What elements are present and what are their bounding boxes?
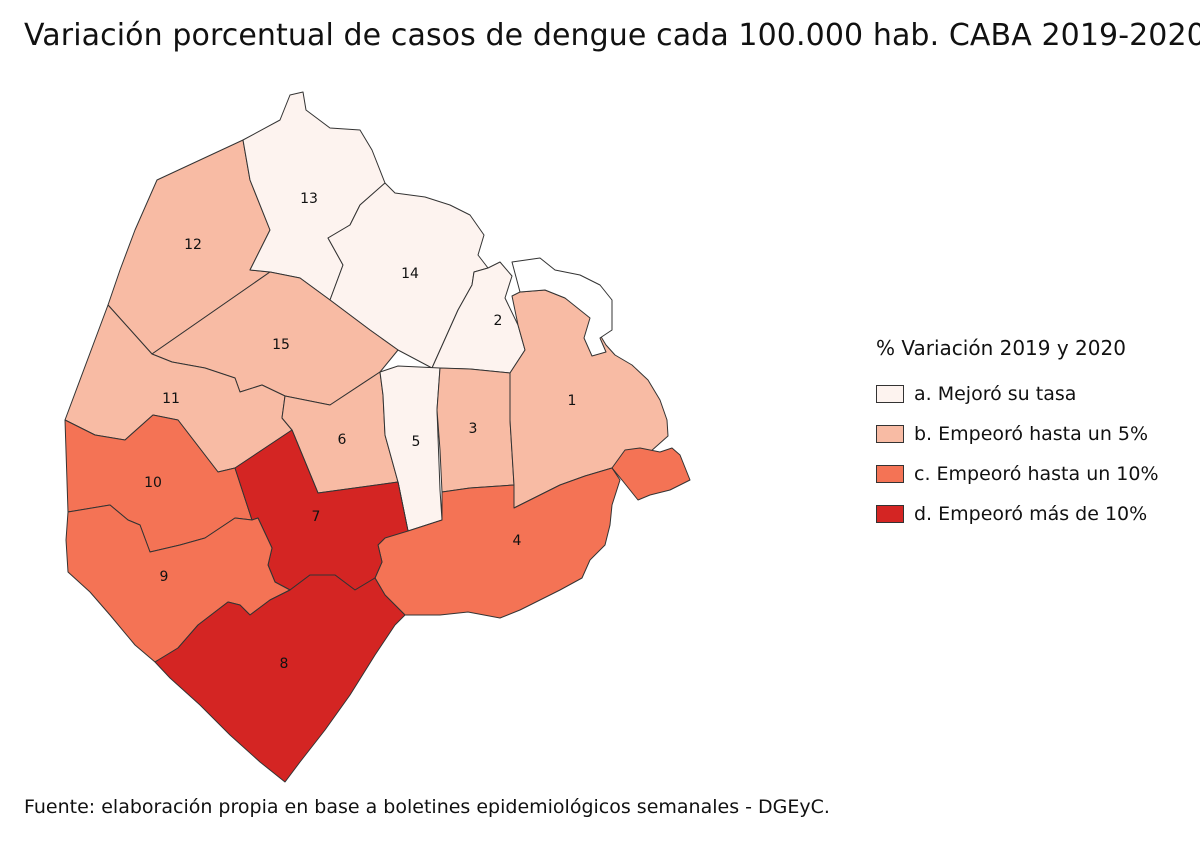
comuna-label-4: 4 — [513, 533, 522, 549]
comuna-label-6: 6 — [338, 432, 347, 448]
legend-label-c: c. Empeoró hasta un 10% — [914, 463, 1159, 485]
comuna-label-3: 3 — [469, 421, 478, 437]
comuna-label-1: 1 — [568, 393, 577, 409]
legend-item-a: a. Mejoró su tasa — [876, 374, 1159, 414]
legend-label-d: d. Empeoró más de 10% — [914, 503, 1148, 525]
source-note: Fuente: elaboración propia en base a bol… — [24, 796, 830, 818]
comuna-label-7: 7 — [312, 509, 321, 525]
comuna-label-14: 14 — [401, 266, 419, 282]
comuna-label-13: 13 — [300, 191, 318, 207]
comuna-label-8: 8 — [280, 656, 289, 672]
comuna-label-9: 9 — [160, 569, 169, 585]
comuna-label-10: 10 — [144, 475, 162, 491]
legend-swatch-c — [876, 465, 904, 483]
legend-swatch-d — [876, 505, 904, 523]
comuna-label-15: 15 — [272, 337, 290, 353]
port-docks — [511, 257, 613, 357]
comuna-label-12: 12 — [184, 237, 202, 253]
legend-label-b: b. Empeoró hasta un 5% — [914, 423, 1149, 445]
comuna-label-11: 11 — [162, 391, 180, 407]
map-legend: % Variación 2019 y 2020 a. Mejoró su tas… — [876, 336, 1159, 534]
legend-item-b: b. Empeoró hasta un 5% — [876, 414, 1159, 454]
legend-item-c: c. Empeoró hasta un 10% — [876, 454, 1159, 494]
comuna-label-2: 2 — [494, 313, 503, 329]
map-title: Variación porcentual de casos de dengue … — [24, 18, 1200, 53]
legend-item-d: d. Empeoró más de 10% — [876, 494, 1159, 534]
legend-title: % Variación 2019 y 2020 — [876, 336, 1126, 360]
comuna-8[interactable] — [154, 574, 406, 783]
comuna-labels: 1 2 3 4 5 6 7 8 9 10 11 12 13 14 15 — [144, 191, 576, 672]
comuna-4-island[interactable] — [611, 447, 691, 501]
legend-swatch-a — [876, 385, 904, 403]
comuna-label-5: 5 — [412, 434, 421, 450]
legend-label-a: a. Mejoró su tasa — [914, 383, 1077, 405]
legend-swatch-b — [876, 425, 904, 443]
